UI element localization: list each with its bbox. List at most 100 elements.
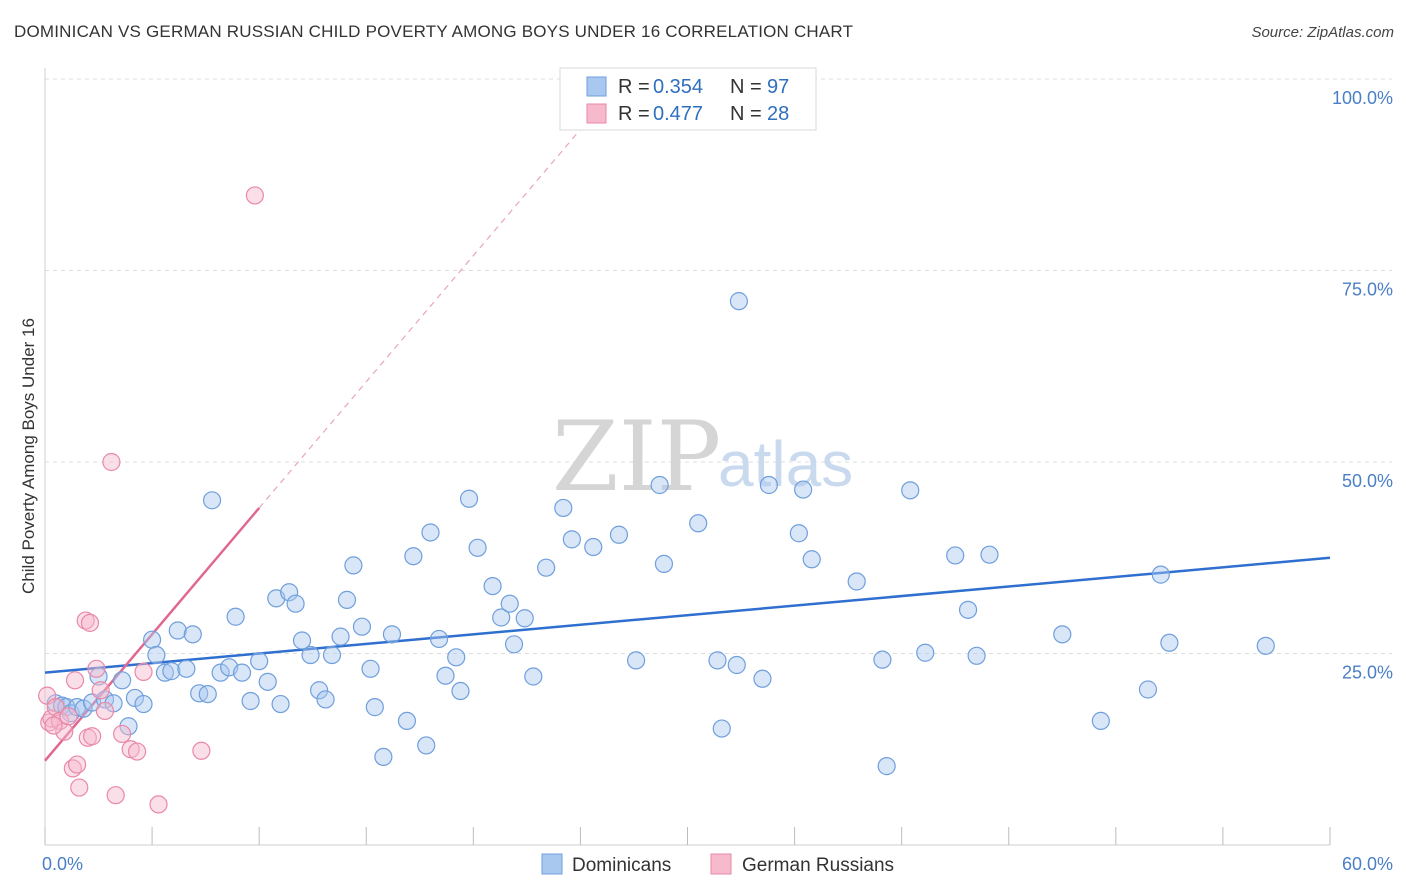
dominican-point-38 (316, 690, 335, 709)
dominican-point-95 (1160, 633, 1179, 652)
german-russian-point-3 (46, 698, 65, 717)
bottom-legend-dominicans: Dominicans (572, 855, 671, 876)
bottom-legend-swatch-german-russians (710, 853, 732, 875)
bottom-legend: Dominicans German Russians (541, 853, 894, 876)
dominican-point-49 (404, 547, 423, 566)
y-tick-label-25: 25.0% (1342, 663, 1393, 683)
dominican-point-90 (980, 545, 999, 564)
dominican-point-23 (202, 491, 222, 510)
legend-swatch-dominicans (586, 76, 607, 97)
dominican-point-67 (584, 537, 603, 557)
watermark-zip: ZIP (552, 401, 721, 513)
german-russian-trend-line (44, 507, 261, 762)
dominican-point-35 (292, 631, 312, 650)
dominican-point-40 (331, 627, 350, 646)
dominican-point-72 (689, 514, 708, 533)
y-tick-label-100: 100.0% (1332, 88, 1393, 108)
dominican-point-74 (712, 719, 731, 738)
dominican-point-80 (794, 480, 813, 499)
german-russian-point-4 (50, 711, 70, 731)
bottom-legend-german-russians: German Russians (742, 855, 894, 876)
legend-n-label-1: N = (730, 76, 762, 98)
dominican-point-26 (226, 607, 245, 626)
data-points (38, 186, 1275, 814)
dominican-point-15 (147, 645, 166, 665)
dominican-point-75 (727, 655, 746, 675)
dominican-point-44 (361, 659, 380, 678)
dominican-point-14 (142, 630, 162, 649)
dominican-point-76 (729, 292, 749, 311)
chart-source: Source: ZipAtlas.com (1251, 24, 1394, 41)
dominican-point-42 (344, 556, 363, 575)
german-russian-point-8 (65, 671, 85, 690)
chart-title: DOMINICAN VS GERMAN RUSSIAN CHILD POVERT… (14, 22, 854, 41)
dominican-point-62 (515, 609, 534, 628)
legend-swatch-german-russians (586, 103, 607, 124)
dominican-point-28 (241, 691, 260, 711)
dominican-point-69 (626, 651, 646, 670)
dominican-point-57 (468, 538, 487, 557)
dominican-point-47 (382, 625, 402, 644)
german-russian-point-9 (68, 755, 87, 774)
german-russian-point-25 (192, 741, 211, 760)
dominican-point-29 (250, 652, 269, 671)
y-tick-label-50: 50.0% (1342, 471, 1393, 491)
dominican-point-91 (1053, 625, 1072, 644)
german-russian-point-16 (91, 681, 110, 700)
dominican-point-19 (177, 659, 196, 678)
dominican-point-32 (271, 694, 290, 714)
dominican-point-41 (337, 590, 357, 609)
watermark-atlas: atlas (718, 428, 853, 500)
dominican-point-34 (286, 594, 305, 613)
dominican-point-53 (436, 666, 455, 685)
german-russian-point-6 (59, 707, 78, 726)
german-russian-point-22 (127, 742, 147, 761)
legend-r-label-1: R = (618, 76, 650, 98)
dominican-point-58 (483, 576, 502, 596)
tick-labels: 25.0% 50.0% 75.0% 100.0% 0.0% 60.0% (42, 88, 1393, 874)
dominican-point-46 (374, 747, 393, 767)
watermark: ZIP atlas (552, 401, 853, 513)
bottom-legend-swatch-dominicans (541, 853, 563, 875)
dominican-point-94 (1151, 565, 1170, 584)
dominican-point-59 (492, 608, 511, 627)
dominican-point-60 (500, 594, 519, 613)
dominican-point-63 (524, 667, 543, 686)
dominican-point-89 (967, 646, 986, 665)
legend-r-label-2: R = (618, 103, 650, 125)
dominican-point-79 (789, 524, 808, 543)
x-tick-label-max: 60.0% (1342, 854, 1393, 874)
y-tick-label-75: 75.0% (1342, 280, 1393, 300)
german-russian-point-18 (102, 452, 121, 472)
german-russian-point-24 (149, 795, 168, 814)
dominican-point-55 (451, 681, 470, 701)
dominican-point-85 (901, 481, 920, 500)
dominican-point-50 (417, 736, 436, 755)
dominican-point-68 (609, 525, 629, 544)
dominican-point-65 (554, 498, 573, 518)
dominican-point-71 (654, 554, 674, 573)
german-russian-point-27 (44, 716, 63, 735)
german-russian-point-20 (112, 724, 132, 744)
dominican-point-92 (1091, 711, 1110, 731)
dominican-point-24 (211, 663, 230, 682)
legend-n-label-2: N = (730, 103, 762, 125)
dominican-point-73 (708, 651, 727, 670)
dominican-point-83 (873, 650, 892, 669)
dominican-point-87 (946, 546, 965, 565)
dominican-point-82 (847, 572, 866, 591)
dominican-point-18 (168, 621, 187, 640)
dominican-point-45 (365, 698, 384, 717)
dominican-point-84 (877, 757, 896, 776)
dominican-point-81 (802, 550, 821, 569)
trend-lines (44, 78, 1331, 762)
dominican-point-37 (310, 681, 329, 700)
dominican-point-86 (916, 643, 935, 662)
dominican-point-36 (301, 645, 320, 665)
y-axis-label: Child Poverty Among Boys Under 16 (19, 318, 38, 594)
dominican-trend-line (44, 556, 1331, 674)
dominican-point-96 (1256, 636, 1275, 655)
dominican-point-13 (134, 694, 153, 714)
legend-r-value-1: 0.354 (653, 76, 703, 98)
dominican-point-70 (650, 475, 669, 495)
